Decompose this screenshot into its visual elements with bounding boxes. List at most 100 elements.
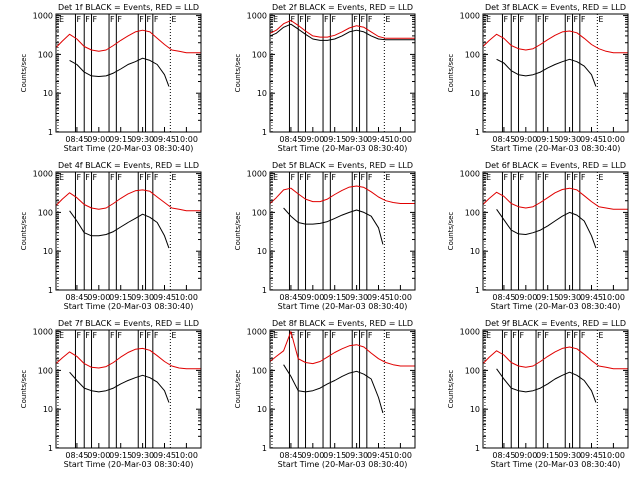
events-series-line [496, 209, 597, 249]
flag-label: F [581, 173, 586, 182]
x-tick-label: 08:45 [492, 293, 515, 302]
y-tick-label: 1000 [33, 12, 53, 21]
panel-title: Det 2f BLACK = Events, RED = LLD [272, 3, 413, 12]
flag-label: F [544, 15, 549, 24]
flag-label: F [154, 15, 159, 24]
flag-label: F [324, 173, 329, 182]
flag-label: F [537, 331, 542, 340]
flag-label: F [110, 15, 115, 24]
flag-label: E [385, 15, 390, 24]
flag-label: F [574, 15, 579, 24]
x-tick-label: 08:45 [492, 451, 515, 460]
flag-label: F [537, 15, 542, 24]
lld-series-line [55, 189, 201, 212]
flag-label: E [59, 15, 64, 24]
x-axis-label: Start Time (20-Mar-03 08:30:40) [64, 302, 194, 311]
flag-label: F [544, 331, 549, 340]
x-tick-label: 08:45 [279, 451, 302, 460]
flag-label: F [512, 331, 517, 340]
flag-label: F [307, 15, 312, 24]
x-tick-label: 09:45 [367, 451, 390, 460]
x-tick-label: 09:30 [558, 451, 581, 460]
x-axis-label: Start Time (20-Mar-03 08:30:40) [491, 460, 621, 469]
x-tick-label: 09:30 [131, 451, 154, 460]
flag-label: F [574, 331, 579, 340]
x-tick-label: 09:00 [301, 293, 324, 302]
flag-label: F [324, 15, 329, 24]
x-axis-label: Start Time (20-Mar-03 08:30:40) [64, 144, 194, 153]
flag-label: E [273, 15, 278, 24]
events-series-line [283, 364, 384, 414]
x-tick-label: 08:45 [492, 135, 515, 144]
x-tick-label: 09:00 [301, 451, 324, 460]
lld-series-line [55, 347, 201, 370]
flag-label: F [324, 331, 329, 340]
y-tick-label: 10 [470, 405, 480, 414]
lld-series-line [269, 331, 415, 367]
flag-label: F [512, 173, 517, 182]
flag-label: F [520, 15, 525, 24]
flag-label: F [290, 331, 295, 340]
flag-label: F [544, 173, 549, 182]
x-tick-label: 09:45 [580, 135, 603, 144]
x-tick-label: 09:15 [536, 135, 559, 144]
y-tick-label: 1000 [33, 328, 53, 337]
y-tick-label: 100 [38, 366, 53, 375]
flag-label: F [290, 173, 295, 182]
x-axis-label: Start Time (20-Mar-03 08:30:40) [278, 302, 408, 311]
flag-label: F [368, 15, 373, 24]
x-axis-label: Start Time (20-Mar-03 08:30:40) [491, 144, 621, 153]
y-tick-label: 1000 [460, 170, 480, 179]
flag-label: F [299, 331, 304, 340]
flag-label: F [581, 15, 586, 24]
x-tick-label: 10:00 [389, 293, 412, 302]
flag-label: F [503, 15, 508, 24]
flag-label: E [59, 173, 64, 182]
x-tick-label: 10:00 [175, 451, 198, 460]
y-tick-label: 1000 [247, 12, 267, 21]
y-tick-label: 1 [48, 128, 53, 137]
lld-series-line [269, 185, 415, 204]
flag-label: E [486, 331, 491, 340]
flag-label: F [307, 173, 312, 182]
x-tick-label: 10:00 [175, 135, 198, 144]
flag-label: F [139, 173, 144, 182]
panel-title: Det 3f BLACK = Events, RED = LLD [485, 3, 626, 12]
plot-frame [482, 13, 629, 133]
y-tick-label: 1000 [460, 12, 480, 21]
panel-title: Det 7f BLACK = Events, RED = LLD [58, 319, 199, 328]
flag-label: F [368, 331, 373, 340]
flag-label: F [139, 331, 144, 340]
y-tick-label: 100 [252, 208, 267, 217]
x-tick-label: 09:15 [536, 293, 559, 302]
events-series-line [69, 371, 170, 403]
flag-label: E [486, 15, 491, 24]
flag-label: F [139, 15, 144, 24]
flag-label: F [353, 15, 358, 24]
x-tick-label: 08:45 [279, 293, 302, 302]
y-tick-label: 1 [475, 444, 480, 453]
flag-label: F [574, 173, 579, 182]
y-tick-label: 100 [38, 208, 53, 217]
x-tick-label: 09:45 [580, 451, 603, 460]
x-axis-label: Start Time (20-Mar-03 08:30:40) [278, 460, 408, 469]
x-tick-label: 10:00 [602, 135, 625, 144]
y-axis-label: Counts/sec [447, 370, 455, 409]
flag-label: F [331, 331, 336, 340]
flag-label: E [171, 331, 176, 340]
y-tick-label: 1 [48, 286, 53, 295]
flag-label: F [299, 15, 304, 24]
flag-label: F [110, 331, 115, 340]
flag-label: F [368, 173, 373, 182]
flag-label: F [110, 173, 115, 182]
flag-label: E [598, 173, 603, 182]
lld-series-line [482, 30, 628, 54]
panel-title: Det 9f BLACK = Events, RED = LLD [485, 319, 626, 328]
flag-label: F [76, 173, 81, 182]
plot-frame [482, 171, 629, 291]
